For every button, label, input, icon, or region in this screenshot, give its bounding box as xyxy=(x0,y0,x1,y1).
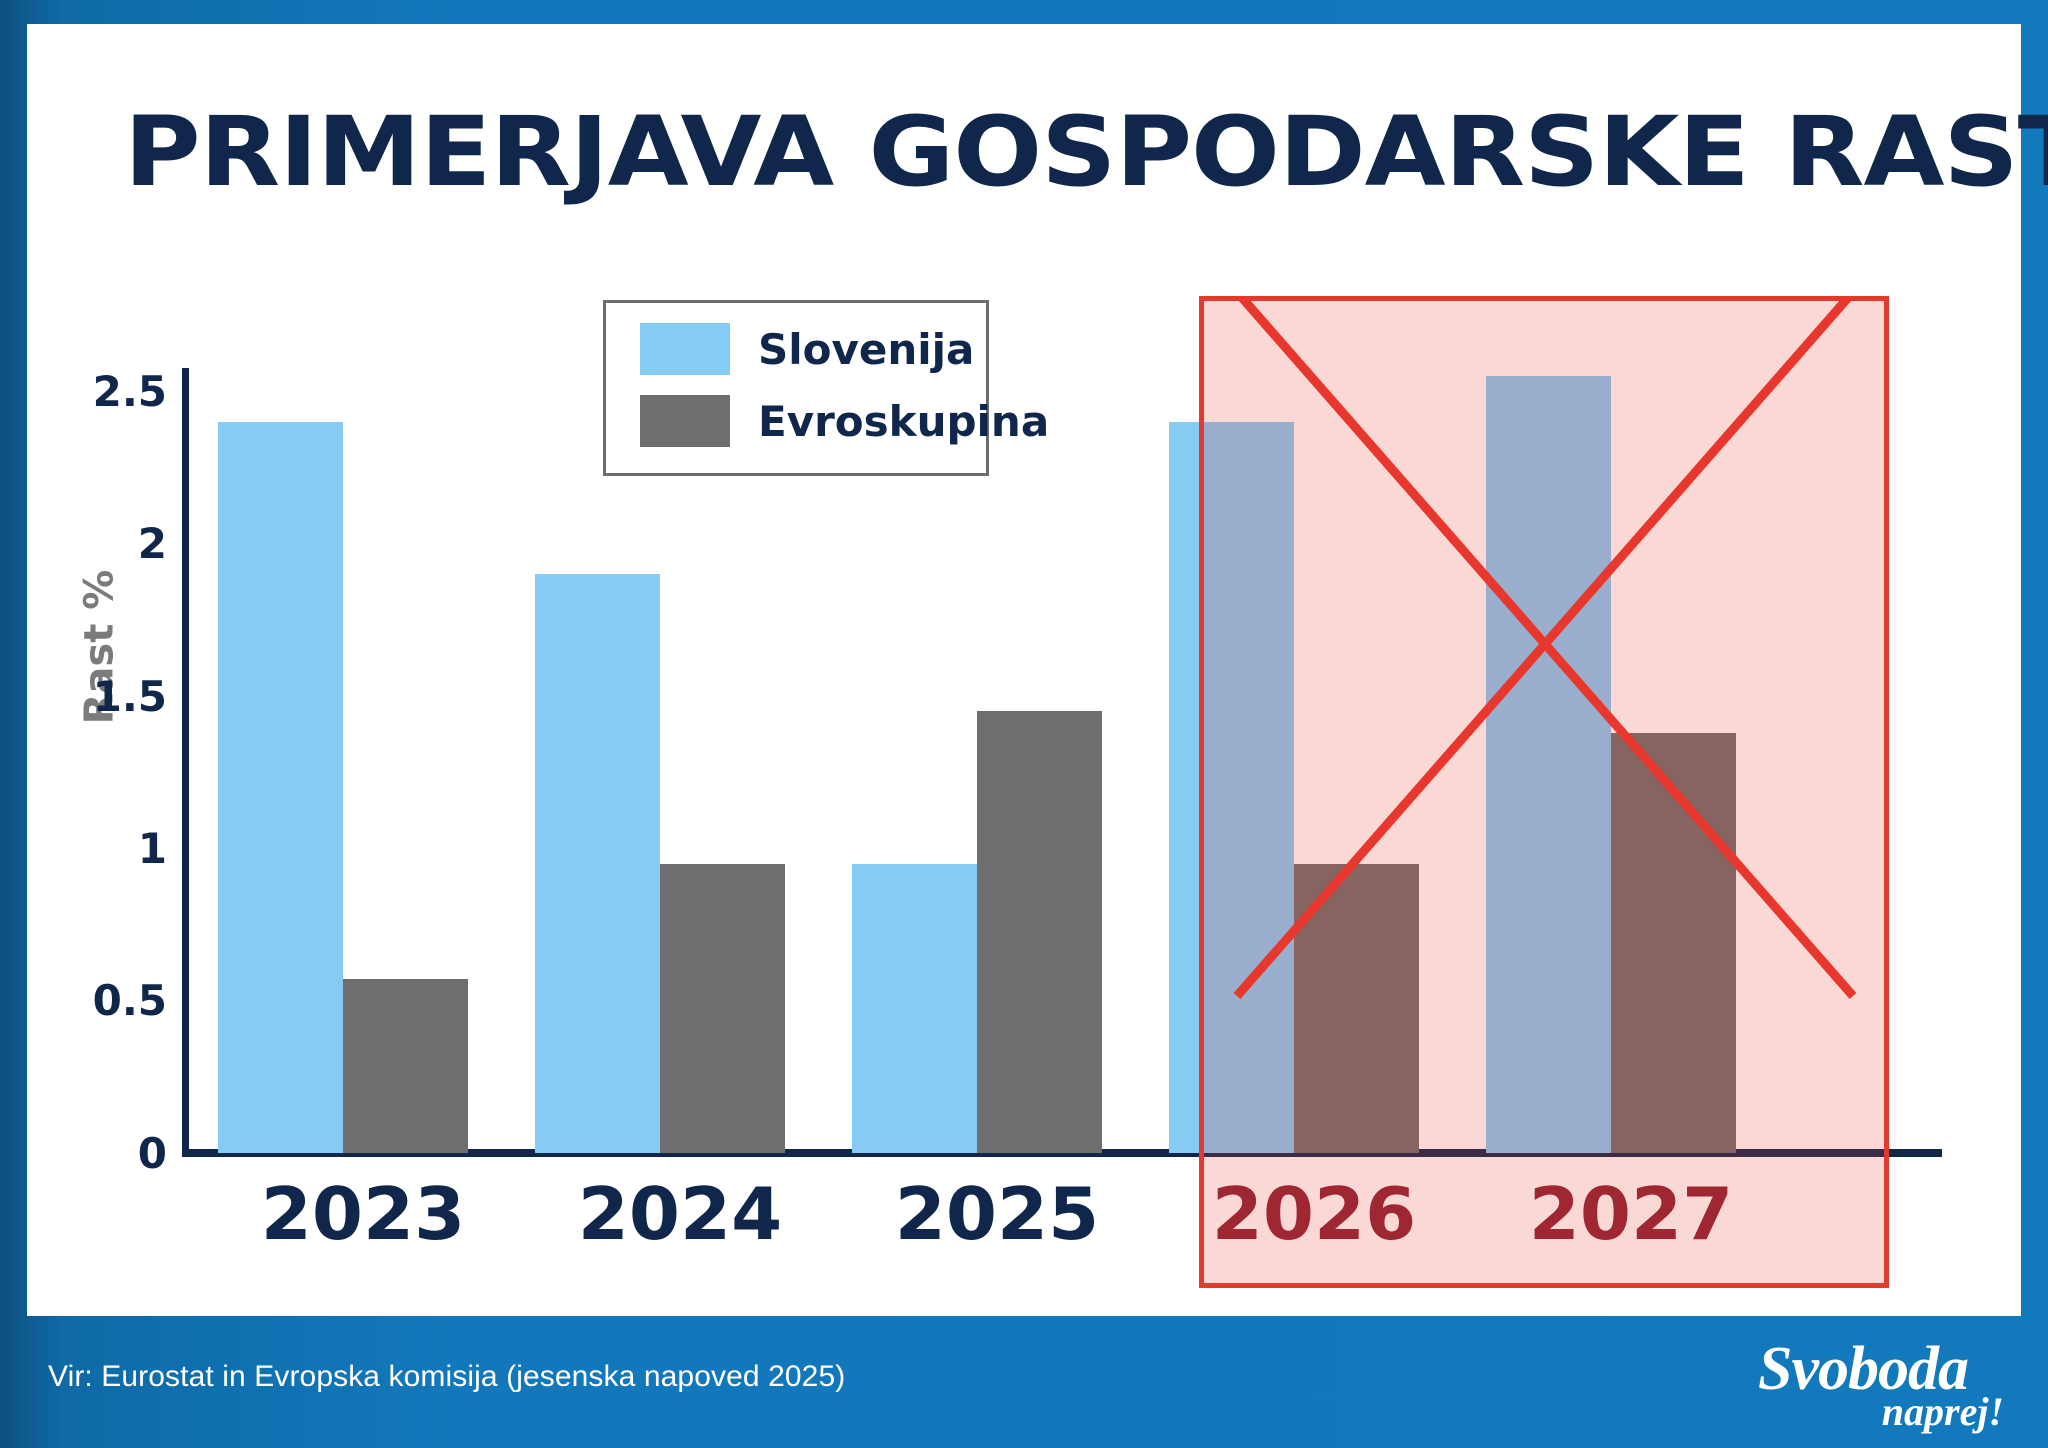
legend: Slovenija Evroskupina xyxy=(603,300,1049,476)
x-tick-2026: 2026 xyxy=(1211,1172,1417,1256)
bar-evroskupina-2025[interactable] xyxy=(977,711,1102,1153)
bar-slovenija-2023[interactable] xyxy=(218,421,343,1153)
x-axis-line xyxy=(182,1149,1942,1157)
x-tick-2023: 2023 xyxy=(260,1172,466,1256)
y-tick-1-5: 1.5 xyxy=(92,672,167,721)
x-tick-2024: 2024 xyxy=(577,1172,783,1256)
bar-chart: Rast % 0 0.5 1 1.5 2 2.5 xyxy=(27,24,2021,1316)
bar-evroskupina-2023[interactable] xyxy=(343,979,468,1153)
page-title: PRIMERJAVA GOSPODARSKE RASTI xyxy=(124,96,2048,208)
bar-slovenija-2024[interactable] xyxy=(535,574,660,1153)
legend-item-slovenija[interactable]: Slovenija xyxy=(640,323,974,375)
logo-tagline: naprej! xyxy=(1881,1389,2004,1434)
legend-label-evroskupina: Evroskupina xyxy=(758,396,1050,446)
x-tick-2027: 2027 xyxy=(1528,1172,1734,1256)
y-axis-line xyxy=(182,368,189,1156)
y-tick-2-5: 2.5 xyxy=(92,367,167,416)
brand-logo: Svoboda naprej! xyxy=(1758,1330,2008,1440)
legend-swatch-slovenija xyxy=(640,323,730,375)
source-text: Vir: Eurostat in Evropska komisija (jese… xyxy=(48,1360,846,1393)
y-tick-0-5: 0.5 xyxy=(92,976,167,1025)
y-tick-1: 1 xyxy=(137,824,167,873)
legend-swatch-evroskupina xyxy=(640,395,730,447)
y-tick-2: 2 xyxy=(137,519,167,568)
chart-card: PRIMERJAVA GOSPODARSKE RASTI Rast % 0 0.… xyxy=(27,24,2048,1316)
bar-slovenija-2025[interactable] xyxy=(852,863,977,1153)
x-tick-2025: 2025 xyxy=(894,1172,1100,1256)
legend-item-evroskupina[interactable]: Evroskupina xyxy=(640,395,1049,447)
bar-evroskupina-2024[interactable] xyxy=(660,863,785,1153)
legend-label-slovenija: Slovenija xyxy=(758,324,975,374)
footer-bar: Vir: Eurostat in Evropska komisija (jese… xyxy=(0,1316,2048,1448)
forecast-highlight-box xyxy=(1199,296,1889,1288)
logo-wordmark: Svoboda xyxy=(1758,1335,1969,1403)
y-tick-0: 0 xyxy=(137,1129,167,1178)
